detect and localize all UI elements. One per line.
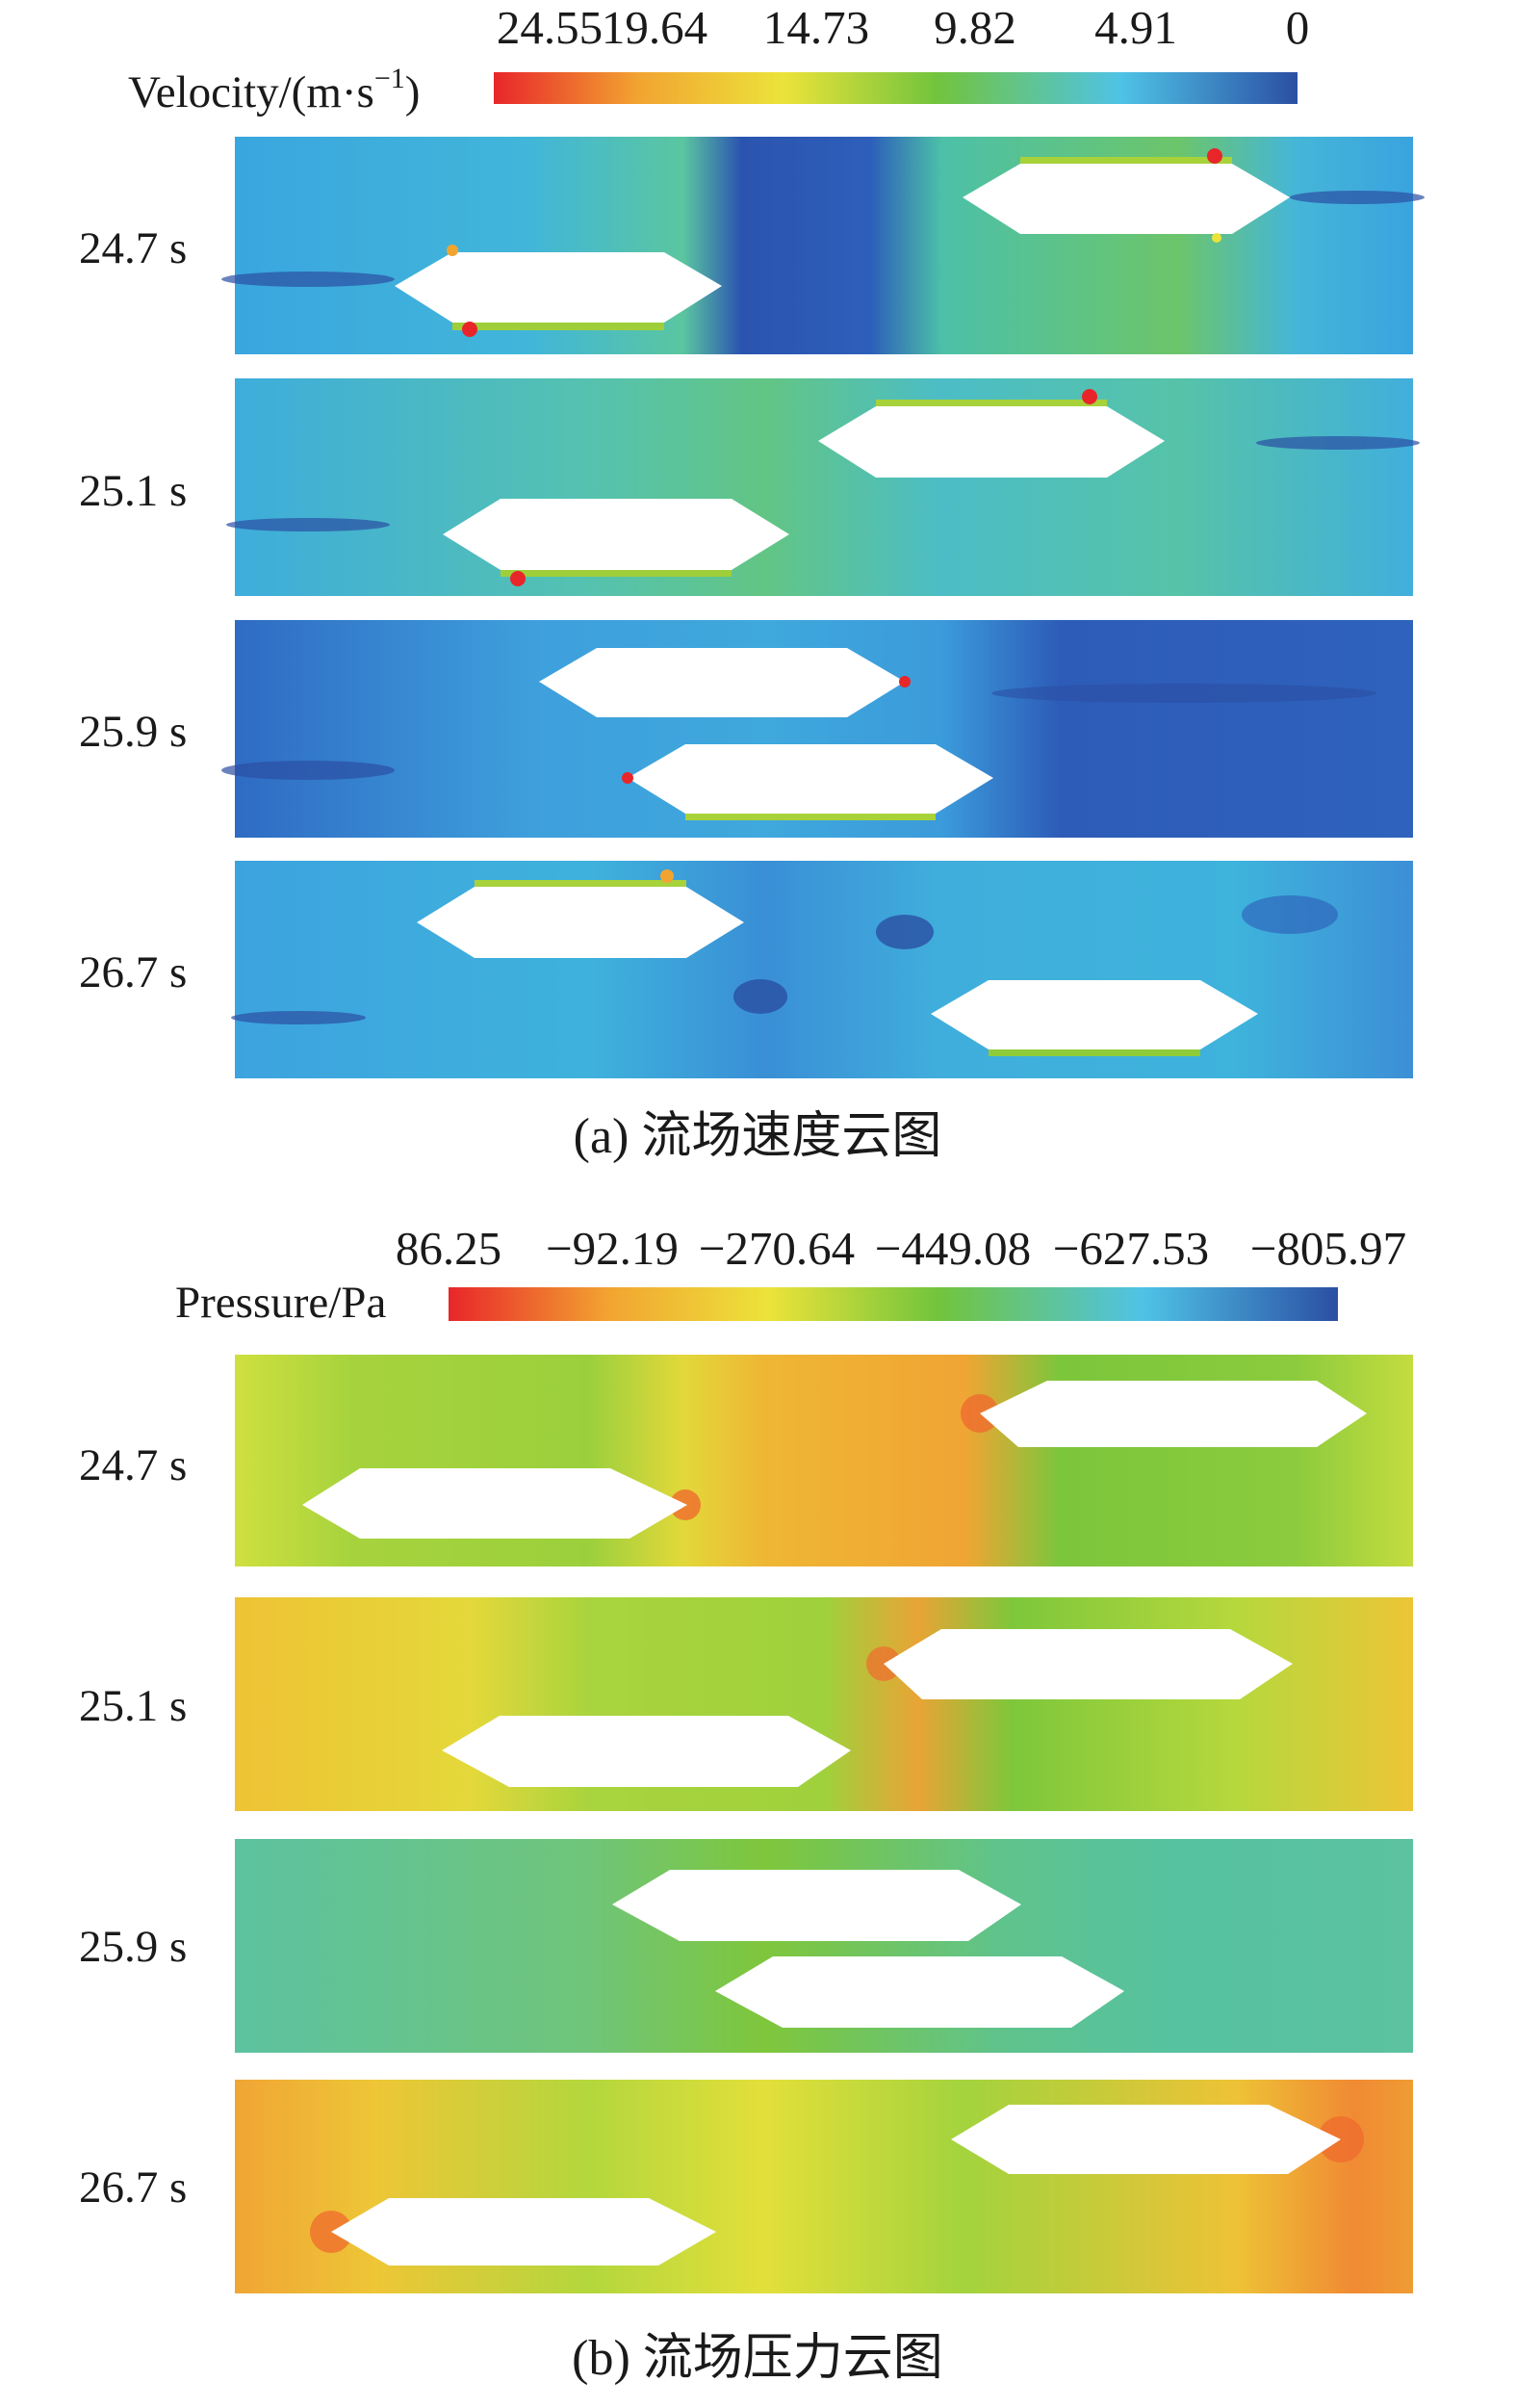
- hotspot: [899, 676, 911, 687]
- pressure-panel-25-1: 25.1 s: [79, 1597, 1413, 1811]
- velocity-panel-24-7: 24.7 s: [79, 137, 1425, 354]
- flow-field: [235, 378, 1413, 596]
- train-body-upper: [612, 1870, 1021, 1941]
- velocity-caption: (a) 流场速度云图: [574, 1109, 942, 1164]
- high-velocity-edge: [501, 570, 732, 577]
- time-label: 24.7 s: [79, 1440, 187, 1490]
- velocity-colorbar-label: Velocity/(m·s−1): [128, 63, 420, 117]
- hotspot: [1207, 148, 1222, 164]
- time-label: 26.7 s: [79, 947, 187, 997]
- hotspot: [447, 245, 458, 256]
- velocity-panel-25-9: 25.9 s: [79, 620, 1413, 838]
- pressure-panel-26-7: 26.7 s: [79, 2080, 1413, 2293]
- velocity-panel-26-7: 26.7 s: [79, 861, 1413, 1078]
- train-body-upper: [980, 1381, 1367, 1447]
- pressure-colorbar-gradient: [449, 1287, 1338, 1321]
- train-body-lower: [443, 499, 789, 570]
- wake-band: [226, 518, 390, 531]
- train-body-upper: [884, 1629, 1293, 1699]
- train-body-upper: [818, 406, 1165, 478]
- high-velocity-edge: [685, 814, 936, 820]
- velocity-colorbar-gradient: [494, 72, 1298, 104]
- flow-field: [235, 861, 1413, 1078]
- train-body-lower: [302, 1468, 687, 1539]
- vortex: [1242, 895, 1338, 934]
- pressure-tick: −92.19: [546, 1222, 679, 1275]
- wake-band: [221, 272, 395, 287]
- velocity-tick: 19.64: [602, 1, 707, 54]
- pressure-tick: −805.97: [1250, 1222, 1406, 1275]
- train-body-lower: [931, 980, 1258, 1049]
- high-velocity-edge: [475, 880, 686, 887]
- wake-band: [991, 684, 1376, 703]
- train-body-upper: [417, 887, 744, 958]
- time-label: 25.1 s: [79, 466, 187, 516]
- wake-band: [221, 761, 395, 780]
- hotspot: [1082, 389, 1097, 404]
- wake-band: [1290, 191, 1425, 204]
- time-label: 26.7 s: [79, 2162, 187, 2213]
- velocity-tick: 9.82: [934, 1, 1016, 54]
- train-body-upper: [963, 164, 1290, 234]
- pressure-field: [235, 1597, 1413, 1811]
- velocity-panel-25-1: 25.1 s: [79, 378, 1420, 596]
- pressure-tick: −449.08: [875, 1222, 1031, 1275]
- train-body-lower: [715, 1956, 1124, 2028]
- velocity-tick: 14.73: [763, 1, 869, 54]
- high-velocity-edge: [1020, 157, 1232, 164]
- pressure-section: 86.25 −92.19 −270.64 −449.08 −627.53 −80…: [79, 1222, 1413, 2386]
- high-velocity-edge: [989, 1049, 1200, 1056]
- vortex: [733, 979, 787, 1014]
- hotspot: [622, 772, 633, 784]
- pressure-tick: 86.25: [396, 1222, 501, 1275]
- train-body-lower: [395, 252, 722, 323]
- hotspot: [510, 571, 526, 586]
- time-label: 25.9 s: [79, 1922, 187, 1972]
- pressure-tick: −627.53: [1053, 1222, 1209, 1275]
- velocity-tick: 0: [1286, 1, 1310, 54]
- velocity-section: 24.55 19.64 14.73 9.82 4.91 0 Velocity/(…: [79, 1, 1425, 1164]
- velocity-colorbar: 24.55 19.64 14.73 9.82 4.91 0 Velocity/(…: [128, 1, 1309, 117]
- time-label: 24.7 s: [79, 223, 187, 273]
- velocity-tick: 4.91: [1094, 1, 1177, 54]
- pressure-panel-24-7: 24.7 s: [79, 1355, 1413, 1566]
- wake-band: [231, 1011, 366, 1024]
- hotspot: [660, 869, 674, 883]
- hotspot: [1212, 233, 1221, 243]
- wake-band: [1256, 436, 1420, 450]
- pressure-colorbar-label: Pressure/Pa: [175, 1278, 386, 1328]
- train-body-lower: [442, 1716, 851, 1787]
- pressure-colorbar: 86.25 −92.19 −270.64 −449.08 −627.53 −80…: [175, 1222, 1406, 1328]
- velocity-tick: 24.55: [497, 1, 603, 54]
- time-label: 25.1 s: [79, 1681, 187, 1731]
- train-body-upper: [539, 648, 905, 717]
- high-velocity-edge: [876, 400, 1107, 406]
- pressure-tick: −270.64: [699, 1222, 855, 1275]
- time-label: 25.9 s: [79, 707, 187, 757]
- pressure-panel-25-9: 25.9 s: [79, 1839, 1413, 2053]
- train-body-lower: [331, 2198, 716, 2266]
- train-body-lower: [628, 744, 993, 814]
- high-velocity-edge: [452, 323, 664, 330]
- vortex: [876, 915, 934, 949]
- train-body-upper: [951, 2105, 1341, 2174]
- hotspot: [462, 322, 477, 337]
- pressure-caption: (b) 流场压力云图: [572, 2331, 943, 2386]
